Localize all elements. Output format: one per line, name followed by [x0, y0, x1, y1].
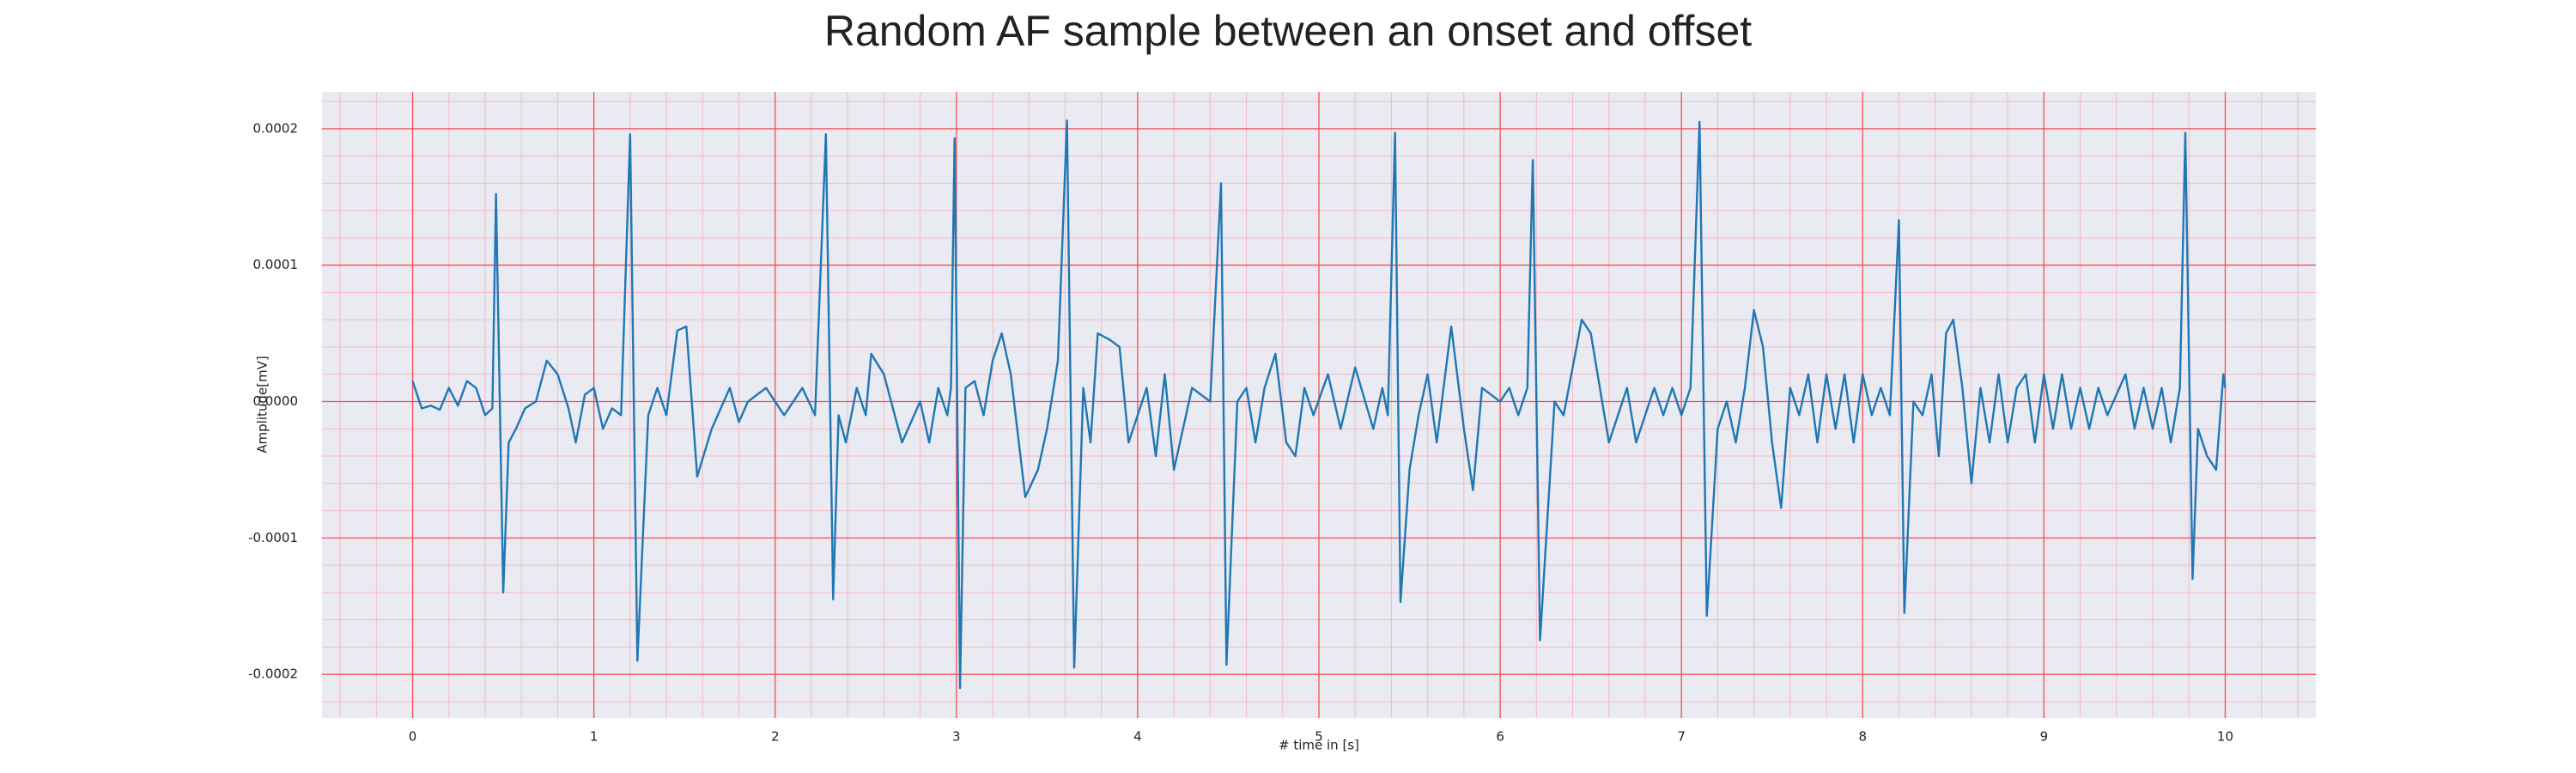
x-tick-label: 4 [1133, 729, 1142, 745]
x-tick-label: 5 [1315, 729, 1323, 745]
y-axis-label: Amplitude[mV] [255, 356, 270, 453]
y-tick-label: 0.0000 [253, 393, 299, 409]
x-tick-label: 9 [2040, 729, 2049, 745]
x-tick-label: 10 [2217, 729, 2233, 745]
x-tick-label: 1 [590, 729, 598, 745]
x-tick-label: 6 [1496, 729, 1504, 745]
y-tick-label: -0.0002 [248, 666, 298, 682]
x-tick-label: 3 [952, 729, 961, 745]
y-tick-label: 0.0002 [253, 120, 299, 136]
chart-title: Random AF sample between an onset and of… [824, 7, 1752, 55]
x-tick-label: 8 [1858, 729, 1867, 745]
x-tick-label: 0 [409, 729, 417, 745]
x-tick-label: 2 [771, 729, 780, 745]
y-tick-label: -0.0001 [248, 530, 298, 545]
signal-line [411, 119, 2227, 690]
y-tick-label: 0.0001 [253, 257, 299, 272]
x-tick-label: 7 [1677, 729, 1686, 745]
x-axis-label: # time in [s] [1279, 738, 1359, 753]
